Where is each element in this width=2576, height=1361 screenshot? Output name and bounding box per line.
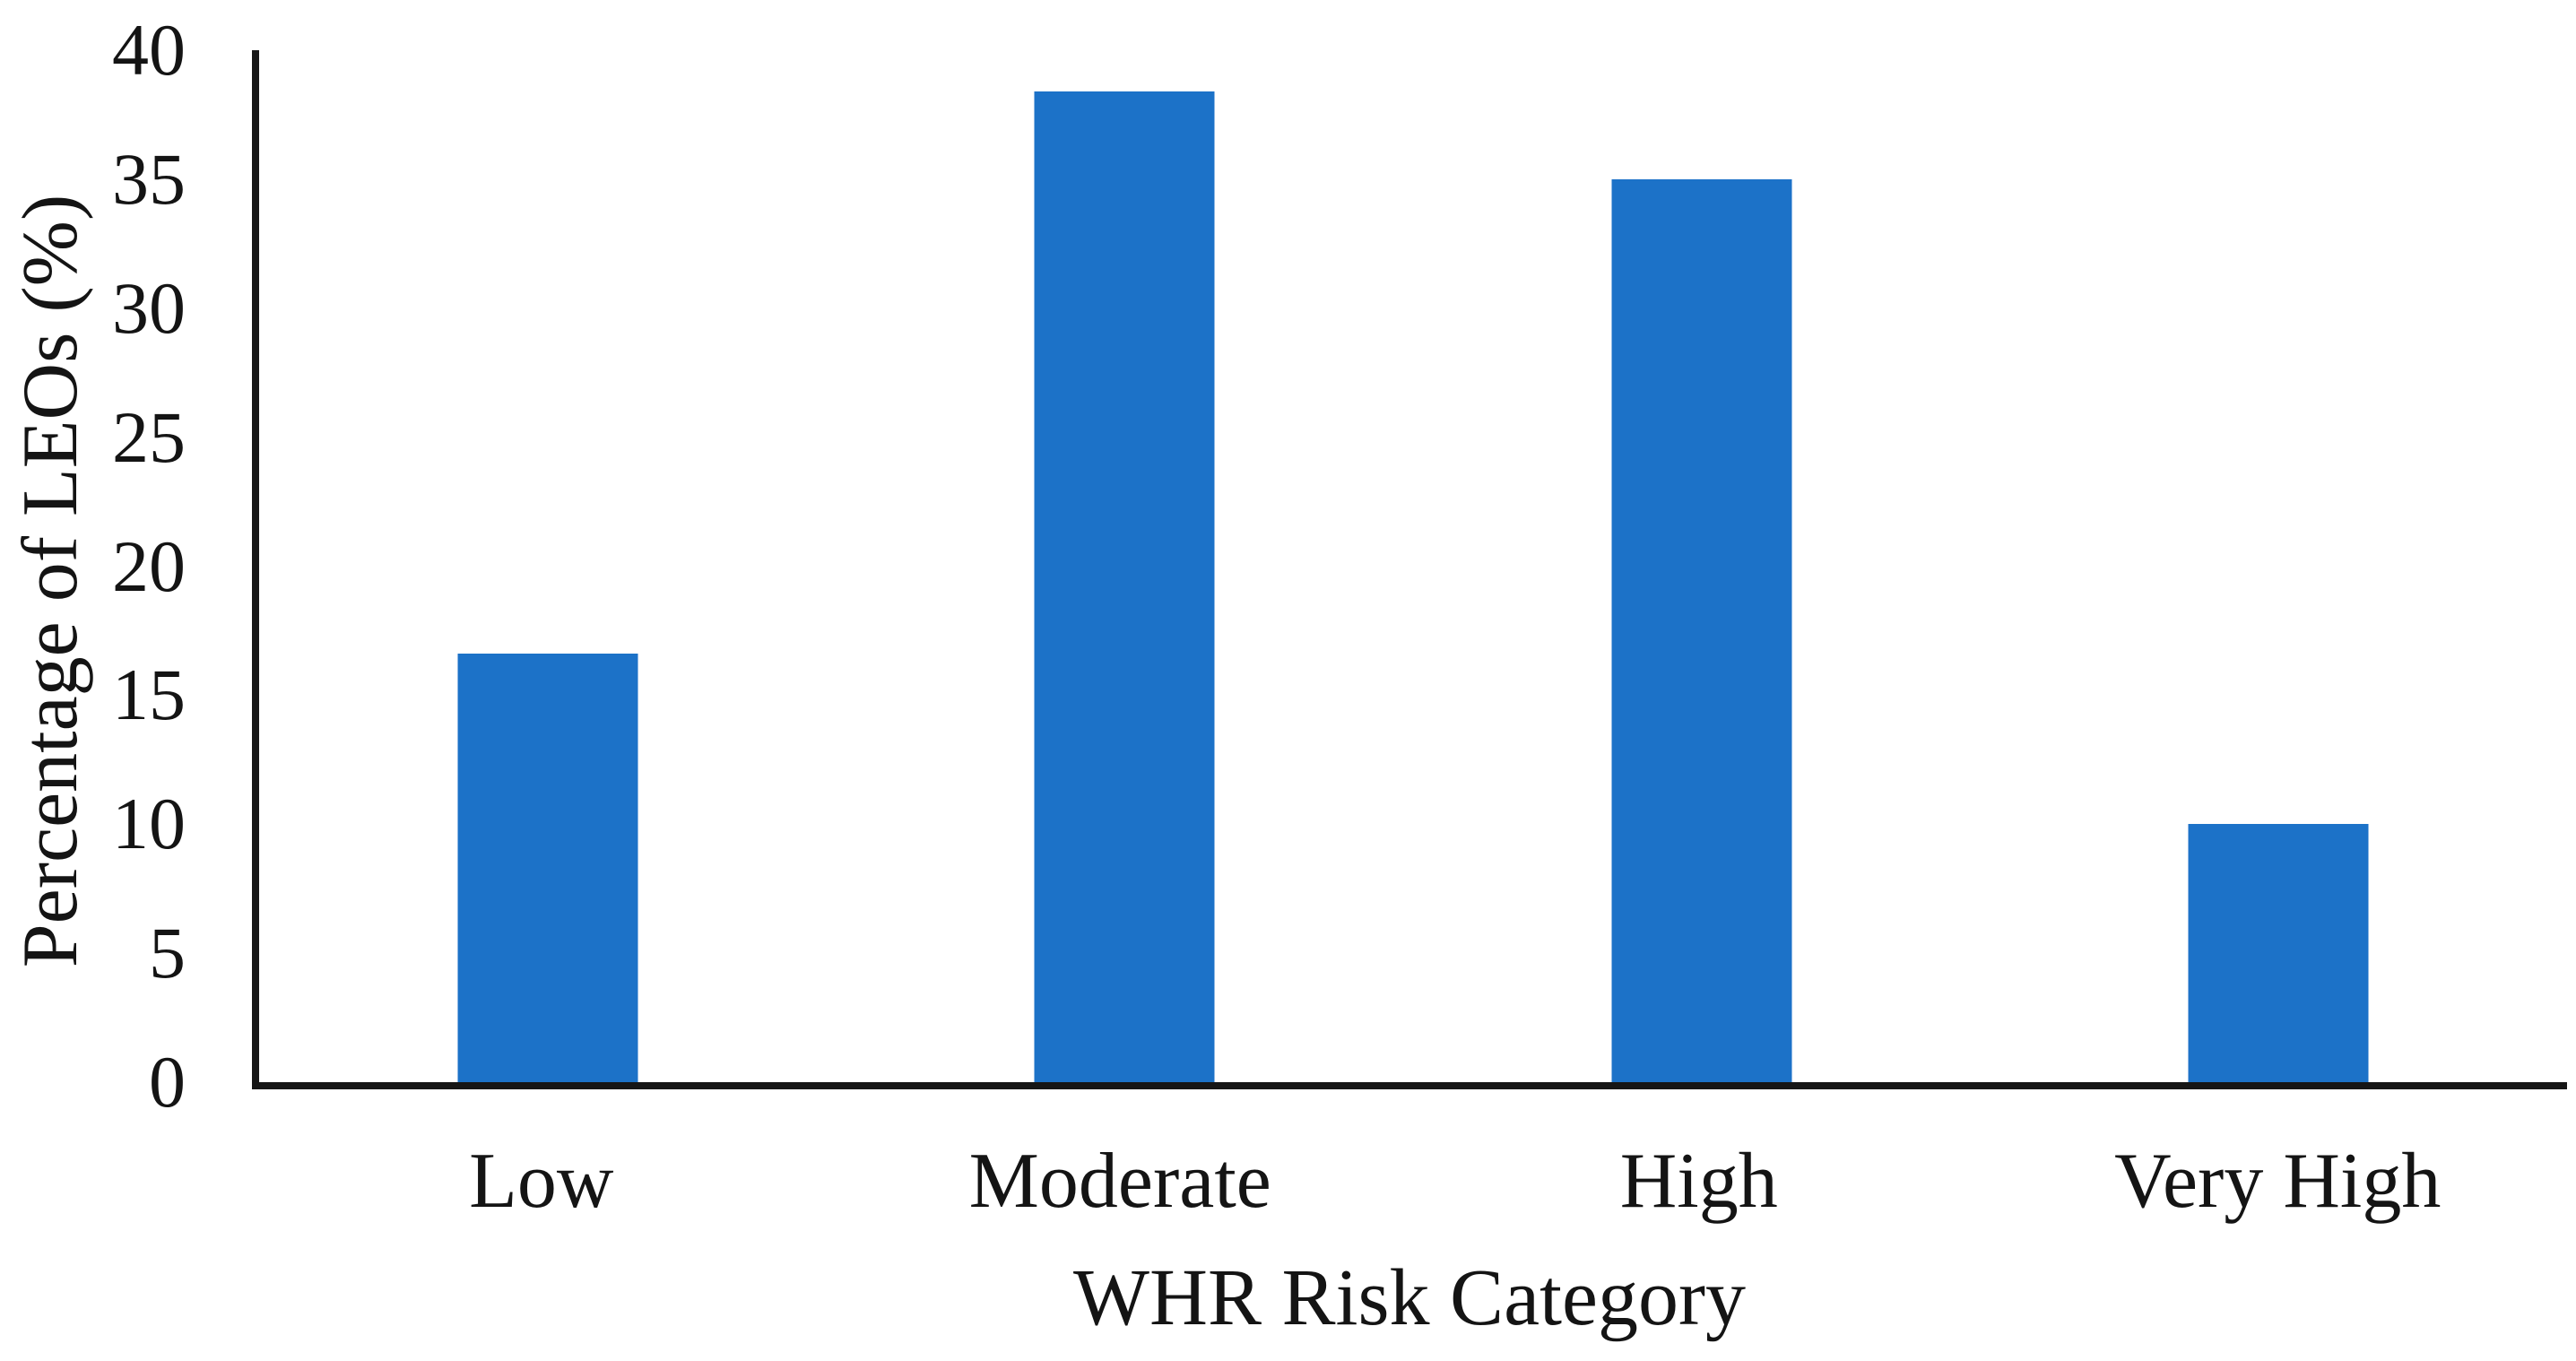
bar-low	[457, 654, 638, 1082]
y-tick-label-0: 0	[149, 1041, 186, 1123]
x-axis-title: WHR Risk Category	[1073, 1253, 1746, 1342]
y-tick-label-20: 20	[112, 524, 186, 607]
x-axis-category-labels: Low Moderate High Very High	[252, 1138, 2567, 1226]
x-category-label-moderate: Moderate	[968, 1138, 1271, 1225]
y-tick-label-40: 40	[112, 9, 186, 91]
y-tick-label-5: 5	[149, 912, 186, 994]
x-category-label-very-high: Very High	[2114, 1138, 2442, 1225]
y-tick-label-30: 30	[112, 266, 186, 349]
bar-high	[1611, 178, 1792, 1082]
x-category-label-high: High	[1619, 1138, 1778, 1225]
y-axis-tick-labels: 0 5 10 15 20 25 30 35 40	[0, 13, 186, 1119]
bar-very-high	[2188, 824, 2369, 1082]
plot-area	[252, 50, 2567, 1089]
y-tick-label-35: 35	[112, 137, 186, 220]
x-category-label-low: Low	[469, 1138, 614, 1225]
y-tick-label-10: 10	[112, 783, 186, 865]
y-tick-label-25: 25	[112, 395, 186, 478]
bar-moderate	[1034, 91, 1215, 1082]
y-tick-label-15: 15	[112, 654, 186, 736]
